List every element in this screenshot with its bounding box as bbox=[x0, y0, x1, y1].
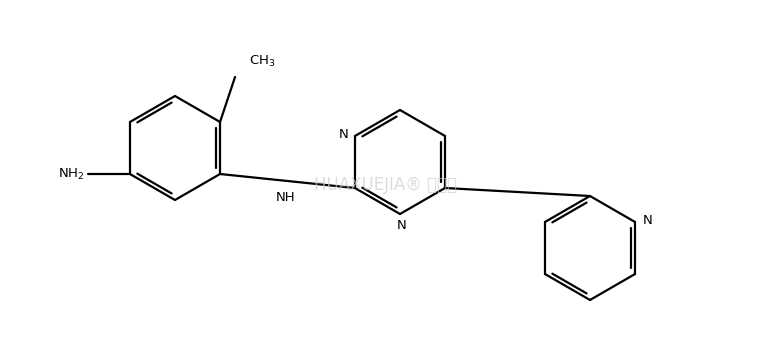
Text: CH$_3$: CH$_3$ bbox=[249, 54, 276, 69]
Text: N: N bbox=[339, 127, 349, 140]
Text: N: N bbox=[397, 219, 407, 232]
Text: NH$_2$: NH$_2$ bbox=[58, 167, 84, 182]
Text: HUAXUEJIA® 化学加: HUAXUEJIA® 化学加 bbox=[314, 176, 458, 194]
Text: N: N bbox=[643, 214, 653, 227]
Text: NH: NH bbox=[276, 191, 296, 204]
